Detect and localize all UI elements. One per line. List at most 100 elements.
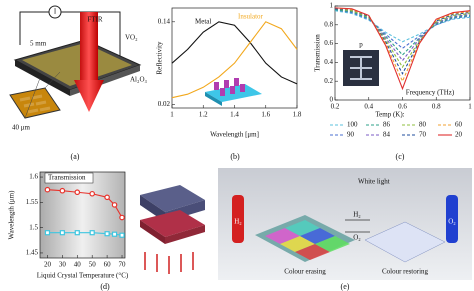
step-label: Colour erasing: [284, 268, 326, 276]
series-line: [334, 9, 471, 49]
source-label: I: [54, 8, 57, 16]
stack-d: [140, 185, 205, 274]
step-label: Colour restoring: [382, 268, 429, 276]
marker: [74, 189, 81, 196]
marker: [44, 186, 51, 193]
y-tick-label: 0: [330, 96, 334, 104]
x-tick-label: 0.2: [331, 103, 340, 111]
legend-label: 60: [455, 121, 463, 129]
light-label: White light: [358, 178, 390, 186]
marker: [89, 190, 95, 197]
colormap: [40, 172, 125, 258]
inset-pattern: [350, 56, 372, 80]
pattern: [19, 94, 51, 114]
x-axis-label: Frequency (THz): [406, 89, 455, 97]
legend-label: 20: [455, 131, 463, 139]
gas-label: H₂: [234, 218, 242, 226]
marker: [104, 231, 110, 237]
y-tick-label: 1.45: [26, 249, 39, 257]
beam-label: FTIR: [87, 16, 103, 24]
series-label: Metal: [195, 18, 211, 26]
x-tick-label: 1: [468, 103, 472, 111]
x-tick-label: 1.8: [293, 111, 302, 119]
y-tick-label: 0.14: [158, 17, 171, 25]
y-axis-label: Wavelength (μm): [8, 190, 16, 240]
y-tick-label: 0.6: [324, 39, 333, 47]
layer: [140, 185, 205, 212]
x-tick-label: 1: [170, 111, 174, 119]
size-label: 5 mm: [30, 40, 47, 48]
inset-base: [205, 92, 222, 106]
x-tick-label: 1.2: [199, 111, 208, 119]
colour-cells: [265, 220, 350, 260]
y-tick-label: 1.6: [29, 173, 38, 181]
series-line: [334, 8, 471, 69]
marker: [89, 230, 95, 236]
inset-c: p: [343, 41, 379, 86]
series-line: [334, 7, 471, 83]
legend-label: 84: [383, 131, 391, 139]
arrow-label: H₂: [353, 211, 361, 219]
marker: [111, 202, 118, 208]
plot-frame: [39, 171, 126, 259]
caption: (e): [341, 282, 350, 291]
series-line: [171, 21, 298, 99]
film: [22, 43, 132, 86]
inset-b: [205, 78, 262, 106]
arrow-label: O₂: [353, 234, 361, 242]
marker: [104, 194, 110, 201]
x-tick-label: 40: [74, 261, 82, 269]
x-tick-label: 60: [104, 261, 112, 269]
legend-title: Temp (K):: [375, 111, 404, 119]
x-tick-label: 1.6: [261, 111, 270, 119]
panel-e: H₂ O₂ White light H₂ O₂ Colour erasing C…: [218, 168, 472, 280]
beam: [80, 12, 98, 80]
y-tick-label: 1.5: [29, 223, 38, 231]
legend-box: [44, 172, 94, 184]
series-line: [171, 21, 298, 85]
marker: [119, 232, 125, 238]
layer: [140, 210, 205, 237]
legend-label: 90: [347, 131, 355, 139]
layer: [140, 220, 165, 244]
y-tick-label: 1.55: [26, 198, 39, 206]
marker: [59, 230, 65, 236]
caption: (d): [100, 282, 110, 291]
slab-side: [15, 60, 70, 96]
x-tick-label: 0.4: [364, 103, 373, 111]
series-line: [334, 7, 471, 91]
x-tick-label: 1.4: [230, 111, 239, 119]
legend-title: Transmission: [48, 174, 86, 182]
grid-restored: [364, 221, 446, 263]
x-tick-label: 70: [119, 261, 127, 269]
legend-label: 86: [383, 121, 391, 129]
caption: (c): [396, 152, 405, 161]
x-tick-label: 30: [59, 261, 67, 269]
series-label: Insulator: [238, 13, 264, 21]
caption: (a): [71, 152, 80, 161]
gas-label: O₂: [448, 218, 456, 226]
substrate-label: Al₂O₃: [130, 76, 147, 84]
x-tick-label: 0.8: [432, 103, 441, 111]
reaction-arrows: [345, 219, 370, 233]
pillars: [214, 78, 245, 96]
x-tick-label: 50: [89, 261, 97, 269]
y-axis-label: Reflectivity: [156, 41, 164, 75]
x-tick-label: 20: [44, 261, 52, 269]
y-tick-label: 0.2: [324, 77, 333, 85]
series-line: [334, 9, 471, 56]
beam-arrow: [74, 80, 104, 112]
gas-bottle: [446, 195, 458, 243]
panel-background: [218, 168, 472, 280]
series-line: [334, 8, 471, 62]
caption: (b): [230, 152, 240, 161]
marker: [44, 230, 51, 236]
series-line: [334, 10, 471, 43]
zoom-lines: [24, 71, 61, 119]
legend-label: 100: [347, 121, 358, 129]
inset-label: p: [359, 41, 363, 49]
marker: [111, 231, 118, 237]
arrows: [144, 252, 194, 274]
x-tick-label: 0.6: [398, 103, 407, 111]
